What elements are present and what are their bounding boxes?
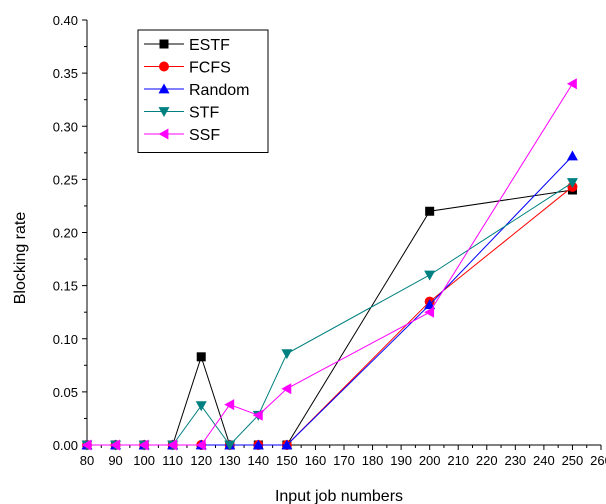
x-tick-label: 220 [476,453,498,468]
series-random [81,150,578,450]
data-point-estf [425,206,435,216]
x-tick-label: 200 [419,453,441,468]
data-point-stf [566,178,578,189]
legend: ESTF FCFS Random STF SSF [137,29,269,153]
data-point-ssf [138,439,149,451]
series-stf [81,178,578,451]
x-tick-label: 80 [80,453,94,468]
data-point-ssf [566,78,577,90]
series-line-estf [87,189,573,446]
data-point-estf [196,352,206,362]
y-axis-title: Blocking rate [12,212,29,305]
legend-label-stf: STF [189,105,219,122]
legend-box [137,29,269,153]
data-point-ssf [252,409,263,421]
data-point-ssf [195,439,206,451]
series-line-stf [87,182,573,446]
y-axis: 0.00 0.05 0.10 0.15 0.20 0.25 0.30 0.35 0.40 [53,13,87,453]
series-line-ssf [87,83,573,446]
legend-label-estf: ESTF [189,37,230,54]
data-point-random [424,299,436,310]
data-point-ssf [424,306,435,318]
x-tick-label: 240 [533,453,555,468]
series-ssf [81,78,577,451]
x-tick-label: 230 [504,453,526,468]
data-point-stf [281,349,293,360]
x-tick-label: 140 [247,453,269,468]
y-tick-label: 0.10 [53,332,78,347]
legend-marker-random [158,83,170,94]
legend-marker-ssf [158,128,169,140]
data-point-ssf [81,439,92,451]
y-tick-label: 0.15 [53,279,78,294]
x-tick-label: 90 [108,453,122,468]
x-tick-label: 130 [219,453,241,468]
x-tick-label: 160 [305,453,327,468]
x-tick-label: 260 [590,453,606,468]
legend-label-random: Random [189,82,249,99]
series-layer [81,78,578,451]
x-tick-label: 120 [190,453,212,468]
y-tick-label: 0.40 [53,13,78,28]
y-tick-label: 0.25 [53,172,78,187]
x-tick-label: 170 [333,453,355,468]
x-tick-label: 250 [562,453,584,468]
data-point-stf [424,270,436,281]
series-line-fcfs [87,186,573,446]
x-tick-label: 180 [362,453,384,468]
legend-marker-fcfs [159,61,169,72]
y-tick-label: 0.30 [53,119,78,134]
data-point-ssf [224,399,235,411]
y-tick-label: 0.05 [53,385,78,400]
x-tick-label: 190 [390,453,412,468]
data-point-random [566,150,578,161]
data-point-ssf [167,439,178,451]
data-point-ssf [281,383,292,395]
x-tick-label: 100 [133,453,155,468]
x-tick-label: 110 [162,453,183,468]
x-axis: 80 90 100 110 120 130 140 150 160 170 180 190 200 210… [80,445,606,468]
y-tick-label: 0.35 [53,66,78,81]
data-point-ssf [110,439,120,451]
data-point-random [252,439,264,450]
data-point-random [281,439,293,450]
x-tick-label: 150 [276,453,298,468]
legend-marker-stf [158,107,170,117]
legend-label-ssf: SSF [189,127,220,144]
legend-label-fcfs: FCFS [189,60,231,77]
y-tick-label: 0.00 [53,438,78,453]
x-axis-title: Input job numbers [275,488,403,504]
series-estf [82,185,577,450]
data-point-stf [195,401,207,412]
series-fcfs [82,181,578,450]
data-point-stf [224,440,236,451]
x-tick-label: 210 [447,453,469,468]
y-tick-label: 0.20 [53,226,78,241]
legend-marker-estf [159,39,169,49]
